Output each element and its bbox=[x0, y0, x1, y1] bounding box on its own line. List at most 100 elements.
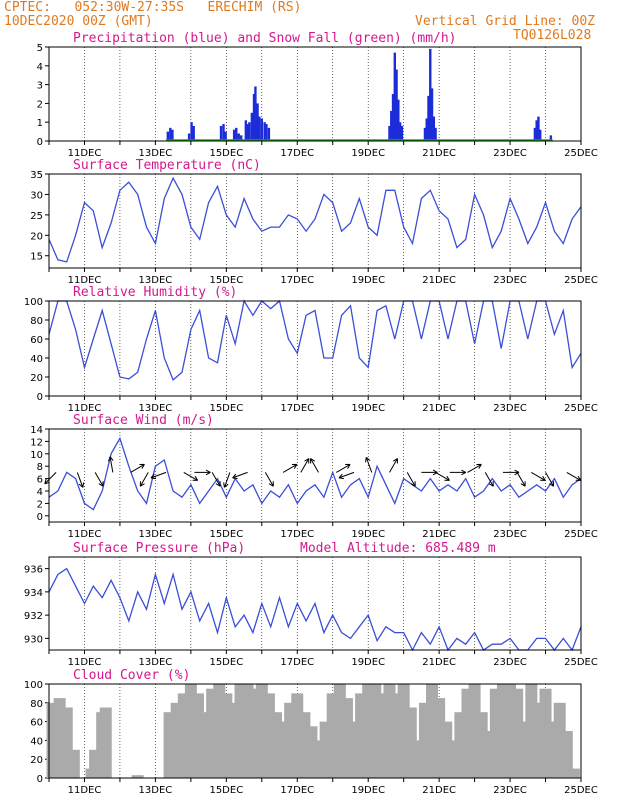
panel-frame bbox=[48, 300, 582, 397]
wind-arrow-head bbox=[205, 469, 211, 476]
wind-arrow-head bbox=[291, 463, 298, 469]
wind-arrow-head bbox=[461, 469, 467, 476]
precip-bar bbox=[430, 88, 434, 141]
precip-bar bbox=[260, 118, 263, 141]
precip-bar bbox=[267, 127, 271, 141]
precip-bar bbox=[429, 48, 432, 141]
cloud-bar bbox=[255, 684, 268, 778]
date-label: 23DEC bbox=[493, 529, 527, 540]
wind-arrow bbox=[310, 458, 319, 473]
date-label: 11DEC bbox=[68, 529, 102, 540]
date-label: 17DEC bbox=[280, 657, 314, 668]
precip-bar bbox=[248, 122, 251, 141]
panel-title: Surface Temperature (nC) bbox=[73, 158, 261, 173]
wind-arrow bbox=[338, 471, 355, 479]
precip-bar bbox=[166, 131, 170, 141]
series-line bbox=[48, 299, 582, 381]
date-label: 17DEC bbox=[280, 148, 314, 159]
date-label: 15DEC bbox=[209, 148, 243, 159]
date-label: 21DEC bbox=[422, 657, 456, 668]
wind-arrow bbox=[516, 472, 526, 487]
panel-3 bbox=[45, 299, 582, 400]
precip-bar bbox=[393, 52, 396, 141]
precip-bar bbox=[169, 127, 172, 141]
y-tick-label: 80 bbox=[30, 699, 43, 710]
date-label: 15DEC bbox=[209, 785, 243, 796]
wind-arrow bbox=[566, 471, 581, 481]
precip-bar bbox=[388, 125, 391, 141]
wind-arrow-head bbox=[139, 463, 145, 469]
date-label: 19DEC bbox=[351, 657, 385, 668]
y-tick-label: 100 bbox=[24, 680, 43, 691]
panel-frame bbox=[48, 173, 582, 269]
date-label: 25DEC bbox=[564, 148, 598, 159]
wind-arrow bbox=[336, 463, 351, 473]
date-label: 17DEC bbox=[280, 785, 314, 796]
wind-arrow-head bbox=[444, 475, 450, 481]
date-label: 11DEC bbox=[68, 785, 102, 796]
precip-bar bbox=[427, 95, 430, 141]
precip-bar bbox=[258, 116, 261, 141]
precip-bar bbox=[252, 94, 256, 141]
precip-bar bbox=[232, 129, 236, 141]
y-tick-label: 1 bbox=[37, 118, 43, 129]
precip-bar bbox=[250, 112, 254, 141]
y-tick-label: 0 bbox=[37, 392, 43, 403]
wind-arrow bbox=[139, 472, 149, 487]
date-label: 21DEC bbox=[422, 148, 456, 159]
panel-annotation: Model Altitude: 685.489 m bbox=[300, 541, 496, 556]
wind-arrow-head bbox=[192, 475, 199, 481]
wind-arrow bbox=[484, 472, 494, 487]
panel-title: Surface Wind (m/s) bbox=[73, 413, 214, 428]
date-label: 17DEC bbox=[280, 403, 314, 414]
y-tick-label: 12 bbox=[30, 437, 43, 448]
header-line1: CPTEC: 052:30W-27:35S ERECHIM (RS) bbox=[4, 0, 302, 15]
panel-title: Relative Humidity (%) bbox=[73, 285, 237, 300]
wind-arrow bbox=[211, 472, 221, 487]
precip-bar bbox=[434, 127, 437, 141]
wind-arrow bbox=[365, 457, 373, 473]
y-tick-label: 20 bbox=[30, 373, 43, 384]
panel-2 bbox=[45, 173, 582, 272]
date-label: 13DEC bbox=[139, 785, 173, 796]
series-line bbox=[48, 176, 582, 263]
date-label: 23DEC bbox=[493, 275, 527, 286]
panel-frame bbox=[48, 683, 582, 779]
y-tick-label: 5 bbox=[37, 43, 43, 54]
wind-arrow bbox=[109, 456, 114, 473]
wind-arrow bbox=[406, 472, 416, 487]
wind-arrow-head bbox=[540, 475, 546, 481]
panel-frame bbox=[48, 428, 582, 523]
y-tick-label: 930 bbox=[24, 634, 43, 645]
y-tick-label: 6 bbox=[37, 475, 43, 486]
y-tick-label: 0 bbox=[37, 137, 43, 148]
precip-bar bbox=[171, 129, 174, 141]
date-label: 25DEC bbox=[564, 529, 598, 540]
panel-6 bbox=[45, 683, 582, 782]
precip-bar bbox=[432, 116, 436, 141]
y-tick-label: 932 bbox=[24, 611, 43, 622]
wind-arrow-head bbox=[338, 473, 344, 480]
panel-title: Surface Pressure (hPa) bbox=[73, 541, 245, 556]
date-label: 15DEC bbox=[209, 529, 243, 540]
precip-bar bbox=[263, 122, 266, 141]
y-tick-label: 25 bbox=[30, 211, 43, 222]
y-tick-label: 30 bbox=[30, 190, 43, 201]
wind-arrow-head bbox=[107, 456, 114, 462]
precip-bar bbox=[425, 118, 428, 141]
precip-bar bbox=[398, 122, 402, 141]
y-tick-label: 35 bbox=[30, 170, 43, 181]
wind-arrow bbox=[282, 463, 298, 473]
panel-frame bbox=[48, 46, 582, 142]
y-tick-label: 936 bbox=[24, 565, 43, 576]
precip-bar bbox=[219, 125, 223, 141]
date-label: 19DEC bbox=[351, 148, 385, 159]
cloud-bar bbox=[567, 768, 580, 778]
date-label: 19DEC bbox=[351, 403, 385, 414]
y-tick-label: 934 bbox=[24, 588, 43, 599]
y-tick-label: 20 bbox=[30, 755, 43, 766]
wind-arrow bbox=[389, 458, 398, 473]
precip-bar bbox=[535, 120, 538, 141]
y-tick-label: 4 bbox=[37, 487, 43, 498]
